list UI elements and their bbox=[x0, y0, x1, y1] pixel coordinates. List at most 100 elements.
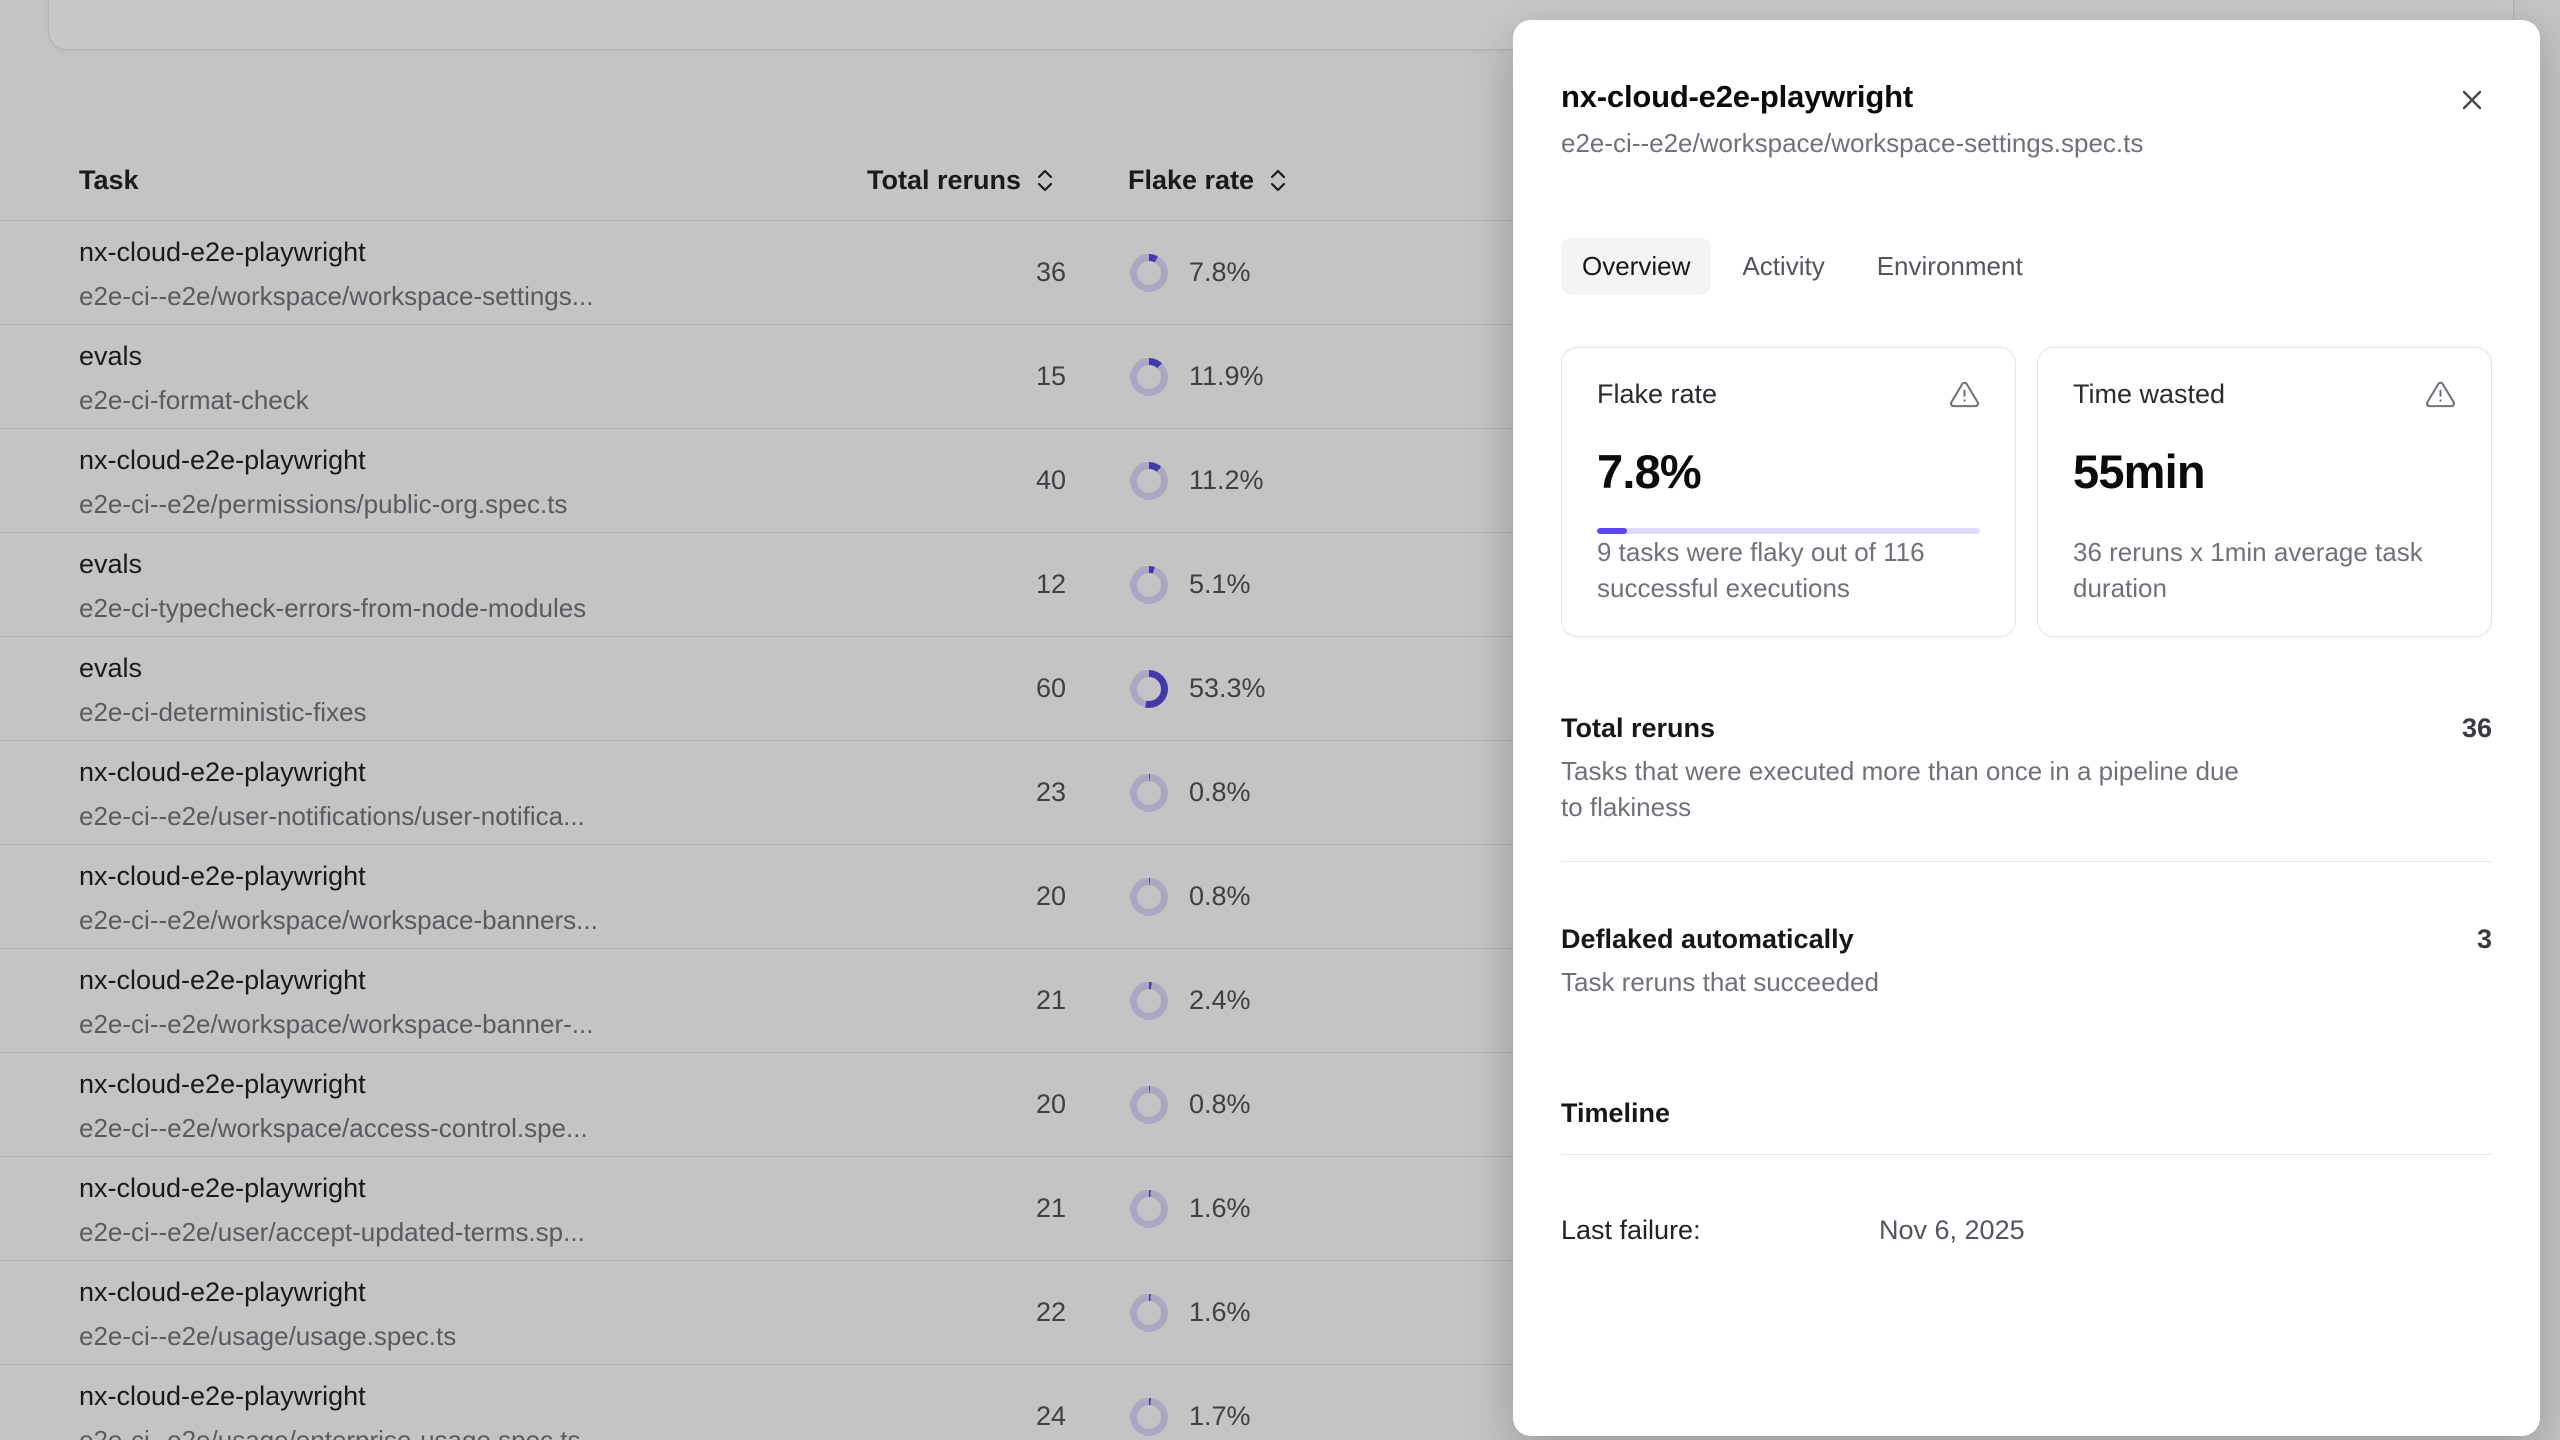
task-detail: e2e-ci--e2e/usage/usage.spec.ts bbox=[79, 1321, 457, 1351]
flake-rate-value: 7.8% bbox=[1189, 257, 1251, 287]
flake-rate-value: 11.9% bbox=[1189, 361, 1264, 391]
task-name: nx-cloud-e2e-playwright bbox=[79, 1069, 366, 1099]
deflaked-label: Deflaked automatically bbox=[1561, 924, 1854, 954]
table-row[interactable]: nx-cloud-e2e-playwright e2e-ci--e2e/work… bbox=[0, 221, 2522, 325]
total-reruns-column-label: Total reruns bbox=[867, 164, 1022, 195]
total-reruns-value: 21 bbox=[1035, 1193, 1066, 1223]
total-reruns-value: 12 bbox=[1035, 569, 1066, 599]
flake-donut-icon bbox=[1130, 773, 1168, 812]
table-row[interactable]: nx-cloud-e2e-playwright e2e-ci--e2e/user… bbox=[0, 741, 2522, 845]
table-header-row: Task Total reruns Flake rate bbox=[0, 140, 2522, 221]
flake-donut-icon bbox=[1130, 1189, 1168, 1228]
task-detail: e2e-ci--e2e/permissions/public-org.spec.… bbox=[79, 489, 568, 519]
flake-donut-icon bbox=[1130, 981, 1168, 1020]
panel-tabs: Overview Activity Environment bbox=[1561, 238, 2492, 295]
section-divider bbox=[1561, 861, 2492, 862]
flaky-tasks-table: Task Total reruns Flake rate bbox=[0, 140, 2522, 1440]
time-wasted-card: Time wasted 55min 36 reruns x 1min avera… bbox=[2037, 347, 2492, 637]
column-header-task: Task bbox=[79, 165, 860, 196]
deflaked-description: Task reruns that succeeded bbox=[1561, 967, 1879, 997]
flake-rate-value: 53.3% bbox=[1189, 673, 1266, 703]
total-reruns-value: 23 bbox=[1035, 777, 1066, 807]
total-reruns-description: Tasks that were executed more than once … bbox=[1561, 756, 2239, 822]
table-row[interactable]: nx-cloud-e2e-playwright e2e-ci--e2e/work… bbox=[0, 845, 2522, 949]
close-button[interactable] bbox=[2452, 80, 2492, 120]
total-reruns-value: 21 bbox=[1035, 985, 1066, 1015]
table-row[interactable]: evals e2e-ci-deterministic-fixes 60 53.3… bbox=[0, 637, 2522, 741]
task-detail: e2e-ci--e2e/user/accept-updated-terms.sp… bbox=[79, 1217, 585, 1247]
table-row[interactable]: evals e2e-ci-format-check 15 11.9% bbox=[0, 325, 2522, 429]
flake-rate-value: 0.8% bbox=[1189, 881, 1251, 911]
table-row[interactable]: nx-cloud-e2e-playwright e2e-ci--e2e/work… bbox=[0, 1053, 2522, 1157]
task-detail: e2e-ci-format-check bbox=[79, 385, 309, 415]
flake-rate-value: 7.8% bbox=[1597, 445, 1702, 498]
table-row[interactable]: nx-cloud-e2e-playwright e2e-ci--e2e/usag… bbox=[0, 1365, 2522, 1440]
total-reruns-value: 22 bbox=[1035, 1297, 1066, 1327]
flake-rate-card-title: Flake rate bbox=[1597, 379, 1718, 409]
task-name: nx-cloud-e2e-playwright bbox=[79, 237, 366, 267]
table-row[interactable]: evals e2e-ci-typecheck-errors-from-node-… bbox=[0, 533, 2522, 637]
table-row[interactable]: nx-cloud-e2e-playwright e2e-ci--e2e/usag… bbox=[0, 1261, 2522, 1365]
flake-donut-icon bbox=[1130, 253, 1168, 292]
flake-donut-icon bbox=[1130, 1397, 1168, 1436]
flake-rate-caption: 9 tasks were flaky out of 116 successful… bbox=[1597, 537, 1925, 603]
task-name: evals bbox=[79, 341, 143, 371]
task-name: evals bbox=[79, 653, 143, 683]
table-row[interactable]: nx-cloud-e2e-playwright e2e-ci--e2e/user… bbox=[0, 1157, 2522, 1261]
total-reruns-value: 36 bbox=[1035, 257, 1066, 287]
task-name: nx-cloud-e2e-playwright bbox=[79, 1173, 366, 1203]
column-header-total-reruns[interactable]: Total reruns bbox=[860, 165, 1070, 196]
total-reruns-value: 40 bbox=[1035, 465, 1066, 495]
task-detail: e2e-ci--e2e/workspace/workspace-banners.… bbox=[79, 905, 598, 935]
flake-rate-value: 1.7% bbox=[1189, 1401, 1251, 1431]
table-row[interactable]: nx-cloud-e2e-playwright e2e-ci--e2e/perm… bbox=[0, 429, 2522, 533]
sort-icon[interactable] bbox=[1267, 167, 1289, 194]
total-reruns-value: 24 bbox=[1035, 1401, 1066, 1431]
total-reruns-value: 15 bbox=[1035, 361, 1066, 391]
task-name: nx-cloud-e2e-playwright bbox=[79, 757, 366, 787]
warning-triangle-icon bbox=[2425, 379, 2456, 410]
flake-donut-icon bbox=[1130, 565, 1168, 604]
flake-rate-card: Flake rate 7.8% 9 tasks were flaky out o… bbox=[1561, 347, 2016, 637]
flake-rate-progress-track bbox=[1597, 528, 1980, 534]
deflaked-section: Deflaked automatically 3 Task reruns tha… bbox=[1561, 924, 2492, 1000]
tab-overview[interactable]: Overview bbox=[1561, 238, 1712, 295]
flake-rate-value: 11.2% bbox=[1189, 465, 1264, 495]
flake-rate-value: 1.6% bbox=[1189, 1193, 1251, 1223]
flake-donut-icon bbox=[1130, 1293, 1168, 1332]
panel-subtitle: e2e-ci--e2e/workspace/workspace-settings… bbox=[1561, 128, 2144, 158]
flake-donut-icon bbox=[1130, 357, 1168, 396]
task-detail-panel: nx-cloud-e2e-playwright e2e-ci--e2e/work… bbox=[1513, 20, 2540, 1436]
task-detail: e2e-ci--e2e/workspace/workspace-banner-.… bbox=[79, 1009, 594, 1039]
task-detail: e2e-ci-typecheck-errors-from-node-module… bbox=[79, 593, 587, 623]
time-wasted-value: 55min bbox=[2073, 445, 2206, 498]
flake-donut-icon bbox=[1130, 461, 1168, 500]
flake-rate-value: 0.8% bbox=[1189, 1089, 1251, 1119]
task-column-label: Task bbox=[79, 164, 139, 195]
total-reruns-section: Total reruns 36 Tasks that were executed… bbox=[1561, 713, 2492, 825]
total-reruns-count: 36 bbox=[2461, 713, 2492, 743]
sort-icon[interactable] bbox=[1034, 167, 1056, 194]
flake-donut-icon bbox=[1130, 1085, 1168, 1124]
task-name: nx-cloud-e2e-playwright bbox=[79, 1381, 366, 1411]
warning-triangle-icon bbox=[1949, 379, 1980, 410]
table-row[interactable]: nx-cloud-e2e-playwright e2e-ci--e2e/work… bbox=[0, 949, 2522, 1053]
last-failure-row: Last failure: Nov 6, 2025 bbox=[1561, 1215, 2492, 1246]
flake-rate-column-label: Flake rate bbox=[1128, 164, 1255, 195]
task-name: nx-cloud-e2e-playwright bbox=[79, 1277, 366, 1307]
flake-rate-value: 2.4% bbox=[1189, 985, 1251, 1015]
task-name: nx-cloud-e2e-playwright bbox=[79, 965, 366, 995]
total-reruns-value: 60 bbox=[1035, 673, 1066, 703]
tab-environment[interactable]: Environment bbox=[1856, 238, 2044, 295]
task-detail: e2e-ci--e2e/usage/enterprise-usage.spec.… bbox=[79, 1425, 581, 1440]
task-detail: e2e-ci--e2e/workspace/access-control.spe… bbox=[79, 1113, 588, 1143]
last-failure-label: Last failure: bbox=[1561, 1215, 1701, 1245]
time-wasted-caption: 36 reruns x 1min average task duration bbox=[2073, 537, 2423, 603]
tab-activity[interactable]: Activity bbox=[1721, 238, 1845, 295]
last-failure-date: Nov 6, 2025 bbox=[1879, 1215, 2025, 1245]
column-header-flake-rate[interactable]: Flake rate bbox=[1070, 165, 2522, 196]
flake-rate-value: 1.6% bbox=[1189, 1297, 1251, 1327]
flake-donut-icon bbox=[1130, 669, 1168, 708]
